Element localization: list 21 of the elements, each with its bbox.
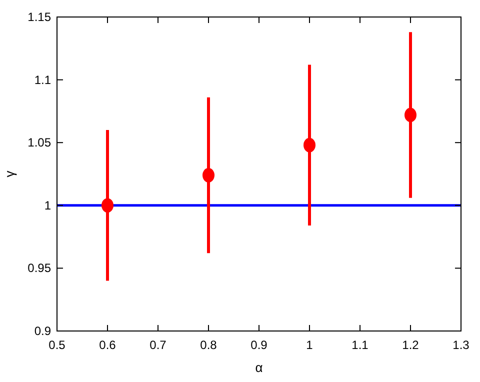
x-tick-label: 0.8 xyxy=(200,338,218,352)
point xyxy=(102,198,114,213)
y-tick-label: 1.15 xyxy=(28,10,52,24)
x-tick-label: 0.7 xyxy=(150,338,167,352)
point xyxy=(304,138,316,152)
y-tick-label: 0.95 xyxy=(28,261,52,276)
x-axis-title: α xyxy=(255,360,264,375)
x-tick-label: 1 xyxy=(306,338,314,352)
x-tick-label: 1.1 xyxy=(352,338,369,352)
point xyxy=(202,168,214,182)
point xyxy=(404,108,416,122)
y-tick-label: 1.05 xyxy=(28,136,52,150)
y-tick-label: 0.9 xyxy=(34,324,52,338)
y-tick-label: 1.1 xyxy=(34,72,52,87)
x-tick-label: 1.3 xyxy=(452,338,470,352)
y-axis-title: γ xyxy=(2,170,17,178)
x-tick-label: 1.2 xyxy=(402,338,420,352)
x-tick-label: 0.5 xyxy=(48,338,66,352)
x-tick-label: 0.9 xyxy=(250,338,268,352)
y-tick-label: 1 xyxy=(44,198,52,212)
x-tick-label: 0.6 xyxy=(99,338,116,352)
